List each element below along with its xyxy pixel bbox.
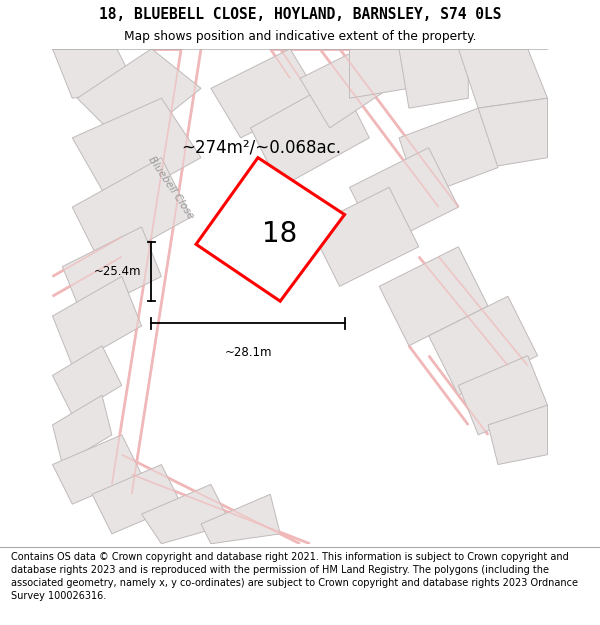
Text: 18: 18 [262,221,297,248]
Polygon shape [52,435,142,504]
Polygon shape [300,49,389,128]
Polygon shape [52,276,142,366]
Polygon shape [428,296,538,395]
Polygon shape [211,49,320,138]
Polygon shape [458,356,548,435]
Text: Map shows position and indicative extent of the property.: Map shows position and indicative extent… [124,30,476,43]
Polygon shape [196,158,344,301]
Polygon shape [349,148,458,247]
Polygon shape [399,49,469,108]
Polygon shape [52,49,137,98]
Polygon shape [399,108,498,198]
Polygon shape [251,79,370,188]
Polygon shape [52,395,112,464]
Polygon shape [72,158,191,266]
Text: 18, BLUEBELL CLOSE, HOYLAND, BARNSLEY, S74 0LS: 18, BLUEBELL CLOSE, HOYLAND, BARNSLEY, S… [99,7,501,22]
Polygon shape [77,49,201,148]
Polygon shape [379,247,488,346]
Text: ~274m²/~0.068ac.: ~274m²/~0.068ac. [181,139,341,157]
Polygon shape [201,494,280,544]
Text: Contains OS data © Crown copyright and database right 2021. This information is : Contains OS data © Crown copyright and d… [11,552,578,601]
Polygon shape [72,98,201,207]
Text: ~28.1m: ~28.1m [224,346,272,359]
Polygon shape [62,227,161,316]
Polygon shape [310,188,419,286]
Text: ~25.4m: ~25.4m [94,265,142,278]
Polygon shape [488,405,548,464]
Polygon shape [458,49,548,108]
Polygon shape [349,49,409,98]
Polygon shape [478,98,548,168]
Polygon shape [92,464,181,534]
Polygon shape [142,484,230,544]
Polygon shape [52,346,122,415]
Text: Bluebell Close: Bluebell Close [146,154,196,221]
